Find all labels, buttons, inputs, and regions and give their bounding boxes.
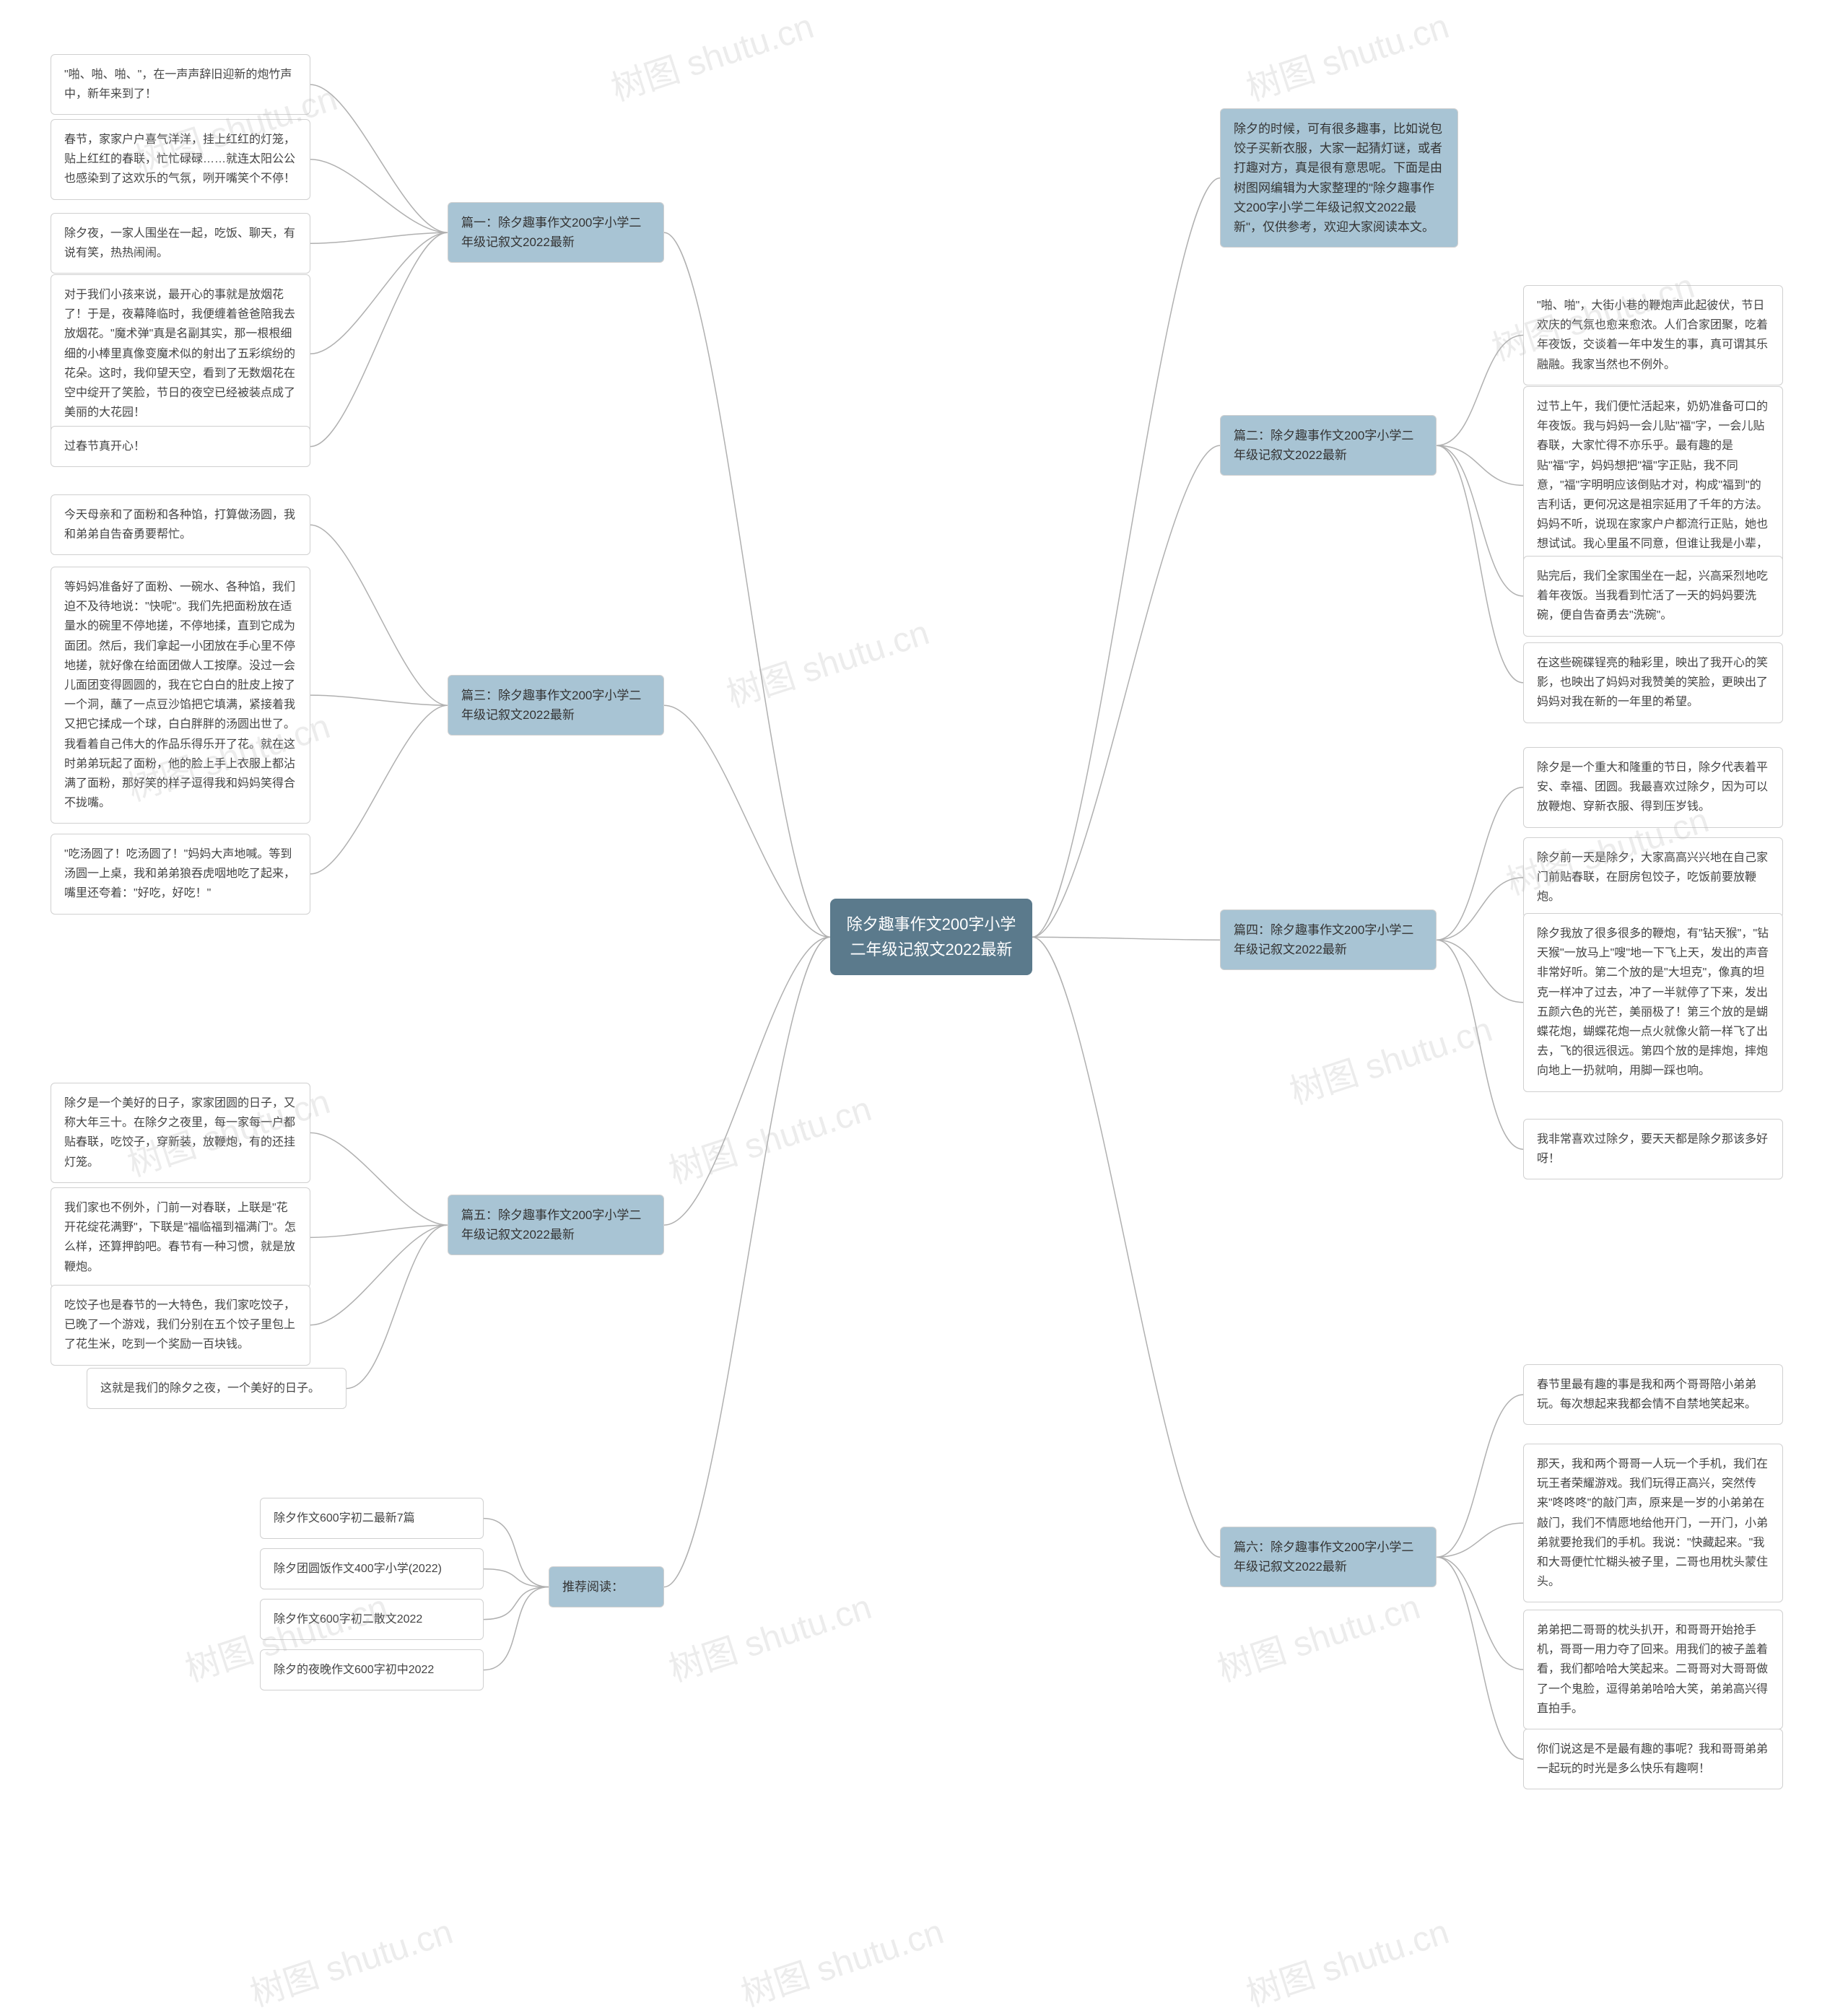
- leaf-s3-2: "吃汤圆了！吃汤圆了！"妈妈大声地喊。等到汤圆一上桌，我和弟弟狼吞虎咽地吃了起来…: [51, 834, 310, 915]
- section-s6: 篇六：除夕趣事作文200字小学二年级记叙文2022最新: [1220, 1527, 1437, 1587]
- leaf-s4-0: 除夕是一个重大和隆重的节日，除夕代表着平安、幸福、团圆。我最喜欢过除夕，因为可以…: [1523, 747, 1783, 828]
- leaf-s1-3: 对于我们小孩来说，最开心的事就是放烟花了！于是，夜幕降临时，我便缠着爸爸陪我去放…: [51, 274, 310, 433]
- section-s1: 篇一：除夕趣事作文200字小学二年级记叙文2022最新: [448, 202, 664, 263]
- leaf-s6-1: 那天，我和两个哥哥一人玩一个手机，我们在玩王者荣耀游戏。我们玩得正高兴，突然传来…: [1523, 1444, 1783, 1602]
- leaf-s5-1: 我们家也不例外，门前一对春联，上联是"花开花绽花满野"，下联是"福临福到福满门"…: [51, 1187, 310, 1288]
- leaf-s2-1: 过节上午，我们便忙活起来，奶奶准备可口的年夜饭。我与妈妈一会儿贴"福"字，一会儿…: [1523, 386, 1783, 585]
- watermark: 树图 shutu.cn: [1210, 1579, 1425, 1691]
- leaf-rec-2: 除夕作文600字初二散文2022: [260, 1599, 484, 1640]
- watermark: 树图 shutu.cn: [661, 1579, 876, 1691]
- watermark: 树图 shutu.cn: [733, 1903, 949, 2016]
- leaf-s1-4: 过春节真开心！: [51, 426, 310, 467]
- leaf-s4-2: 除夕我放了很多很多的鞭炮，有"钻天猴"，"钻天猴"一放马上"嗖"地一下飞上天，发…: [1523, 913, 1783, 1092]
- section-s4: 篇四：除夕趣事作文200字小学二年级记叙文2022最新: [1220, 909, 1437, 970]
- leaf-s3-0: 今天母亲和了面粉和各种馅，打算做汤圆，我和弟弟自告奋勇要帮忙。: [51, 494, 310, 555]
- leaf-s6-3: 你们说这是不是最有趣的事呢？我和哥哥弟弟一起玩的时光是多么快乐有趣啊！: [1523, 1729, 1783, 1789]
- watermark: 树图 shutu.cn: [603, 0, 819, 110]
- watermark: 树图 shutu.cn: [243, 1903, 458, 2016]
- intro-box: 除夕的时候，可有很多趣事，比如说包饺子买新衣服，大家一起猜灯谜，或者打趣对方，真…: [1220, 108, 1458, 248]
- watermark: 树图 shutu.cn: [1239, 0, 1454, 110]
- leaf-s5-0: 除夕是一个美好的日子，家家团圆的日子，又称大年三十。在除夕之夜里，每一家每一户都…: [51, 1083, 310, 1183]
- leaf-s1-1: 春节，家家户户喜气洋洋，挂上红红的灯笼，贴上红红的春联，忙忙碌碌……就连太阳公公…: [51, 119, 310, 200]
- section-s5: 篇五：除夕趣事作文200字小学二年级记叙文2022最新: [448, 1195, 664, 1255]
- leaf-s3-1: 等妈妈准备好了面粉、一碗水、各种馅，我们迫不及待地说："快呢"。我们先把面粉放在…: [51, 567, 310, 824]
- section-s2: 篇二：除夕趣事作文200字小学二年级记叙文2022最新: [1220, 415, 1437, 476]
- section-rec: 推荐阅读：: [549, 1566, 664, 1607]
- leaf-s2-3: 在这些碗碟锃亮的釉彩里，映出了我开心的笑影，也映出了妈妈对我赞美的笑脸，更映出了…: [1523, 642, 1783, 723]
- leaf-s2-2: 贴完后，我们全家围坐在一起，兴高采烈地吃着年夜饭。当我看到忙活了一天的妈妈要洗碗…: [1523, 556, 1783, 637]
- center-node: 除夕趣事作文200字小学二年级记叙文2022最新: [830, 899, 1032, 975]
- leaf-s4-3: 我非常喜欢过除夕，要天天都是除夕那该多好呀！: [1523, 1119, 1783, 1179]
- leaf-s5-2: 吃饺子也是春节的一大特色，我们家吃饺子，已晚了一个游戏，我们分别在五个饺子里包上…: [51, 1285, 310, 1366]
- watermark: 树图 shutu.cn: [661, 1081, 876, 1193]
- leaf-s4-1: 除夕前一天是除夕，大家高高兴兴地在自己家门前贴春联，在厨房包饺子，吃饭前要放鞭炮…: [1523, 837, 1783, 918]
- watermark: 树图 shutu.cn: [1239, 1903, 1454, 2016]
- leaf-s1-0: "啪、啪、啪、"，在一声声辞旧迎新的炮竹声中，新年来到了！: [51, 54, 310, 115]
- leaf-s6-2: 弟弟把二哥哥的枕头扒开，和哥哥开始抢手机，哥哥一用力夺了回来。用我们的被子盖着看…: [1523, 1610, 1783, 1729]
- leaf-s6-0: 春节里最有趣的事是我和两个哥哥陪小弟弟玩。每次想起来我都会情不自禁地笑起来。: [1523, 1364, 1783, 1425]
- watermark: 树图 shutu.cn: [719, 604, 934, 717]
- leaf-s5-3: 这就是我们的除夕之夜，一个美好的日子。: [87, 1368, 346, 1409]
- leaf-rec-1: 除夕团圆饭作文400字小学(2022): [260, 1548, 484, 1589]
- leaf-s1-2: 除夕夜，一家人围坐在一起，吃饭、聊天，有说有笑，热热闹闹。: [51, 213, 310, 274]
- leaf-s2-0: "啪、啪"，大街小巷的鞭炮声此起彼伏，节日欢庆的气氛也愈来愈浓。人们合家团聚，吃…: [1523, 285, 1783, 385]
- watermark: 树图 shutu.cn: [1282, 1001, 1497, 1114]
- section-s3: 篇三：除夕趣事作文200字小学二年级记叙文2022最新: [448, 675, 664, 736]
- leaf-rec-3: 除夕的夜晚作文600字初中2022: [260, 1649, 484, 1690]
- leaf-rec-0: 除夕作文600字初二最新7篇: [260, 1498, 484, 1539]
